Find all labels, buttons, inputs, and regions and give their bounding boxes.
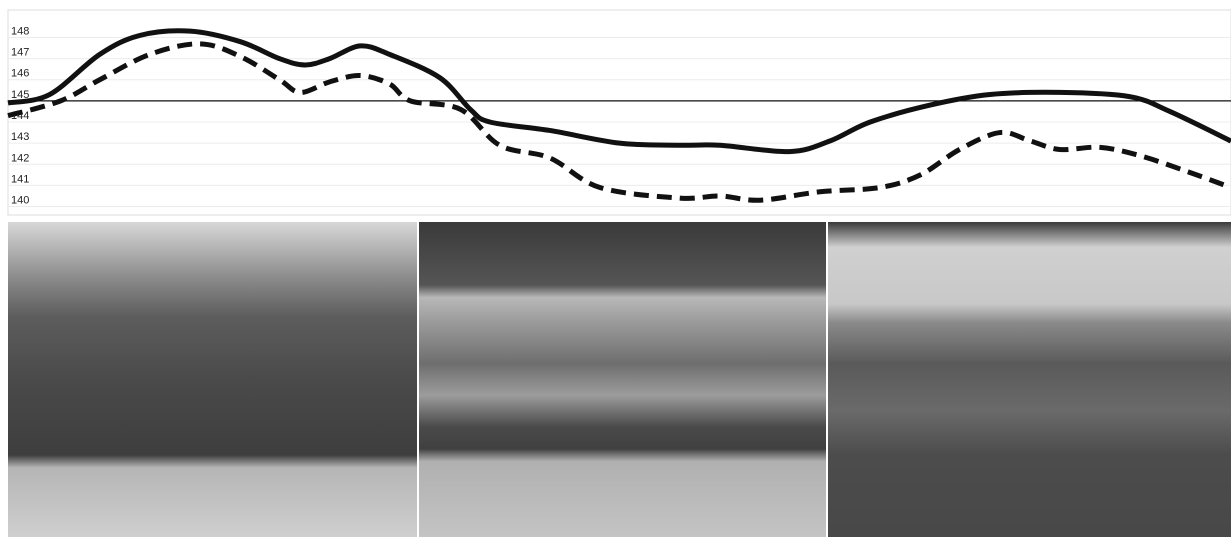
y-tick-label: 145 (11, 89, 29, 101)
y-tick-label: 141 (11, 173, 29, 185)
plot-area (7, 9, 1231, 216)
dashed-line (7, 41, 1231, 203)
y-tick-label: 148 (11, 25, 29, 37)
y-tick-label: 146 (11, 68, 29, 80)
y-tick-label: 142 (11, 152, 29, 164)
photo-profile-3 (828, 222, 1231, 537)
y-tick-label: 147 (11, 47, 29, 59)
y-tick-label: 143 (11, 131, 29, 143)
y-tick-label: 140 (11, 195, 29, 207)
solid-line (7, 28, 1231, 155)
photo-profile-1 (8, 222, 417, 537)
photo-profile-2 (419, 222, 826, 537)
